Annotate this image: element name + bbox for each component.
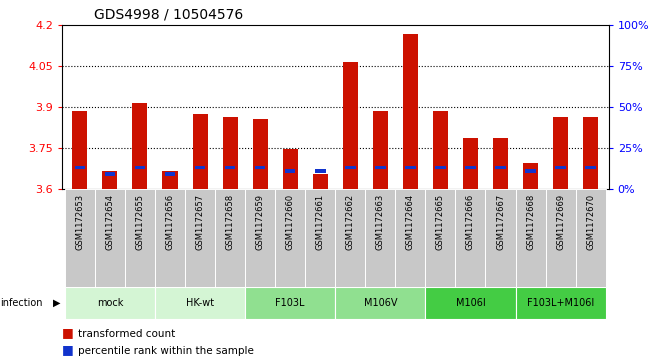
Bar [195,166,205,169]
Text: GSM1172659: GSM1172659 [256,194,265,250]
Text: GSM1172664: GSM1172664 [406,194,415,250]
FancyBboxPatch shape [245,189,275,287]
Bar [465,166,476,169]
Text: GSM1172660: GSM1172660 [286,194,295,250]
Bar [435,166,446,169]
FancyBboxPatch shape [65,189,95,287]
FancyBboxPatch shape [486,189,516,287]
Text: GSM1172655: GSM1172655 [135,194,145,250]
Text: GSM1172669: GSM1172669 [556,194,565,250]
Bar [283,149,298,189]
Bar [525,169,536,172]
Text: GSM1172657: GSM1172657 [195,194,204,250]
Text: ■: ■ [62,326,74,339]
Bar [72,111,87,189]
Bar [135,166,145,169]
Bar [315,169,326,172]
FancyBboxPatch shape [125,189,155,287]
Bar [75,166,85,169]
Text: infection: infection [0,298,42,308]
FancyBboxPatch shape [95,189,125,287]
FancyBboxPatch shape [155,189,185,287]
Bar [253,119,268,189]
Bar [343,62,358,189]
Bar [105,172,115,176]
Bar [583,117,598,189]
FancyBboxPatch shape [456,189,486,287]
FancyBboxPatch shape [575,189,605,287]
Bar [463,138,478,189]
Bar [373,111,388,189]
Bar [523,163,538,189]
FancyBboxPatch shape [546,189,575,287]
FancyBboxPatch shape [516,287,605,319]
Bar [585,166,596,169]
Bar [193,114,208,189]
Bar [433,111,448,189]
Text: GSM1172654: GSM1172654 [105,194,115,250]
Text: GSM1172666: GSM1172666 [466,194,475,250]
Bar [375,166,385,169]
FancyBboxPatch shape [245,287,335,319]
Bar [403,34,418,189]
Text: ▶: ▶ [53,298,61,308]
Text: HK-wt: HK-wt [186,298,214,308]
Text: GSM1172670: GSM1172670 [586,194,595,250]
Bar [553,117,568,189]
Text: F103L+M106I: F103L+M106I [527,298,594,308]
Bar [163,171,178,189]
Text: GSM1172653: GSM1172653 [76,194,85,250]
Bar [555,166,566,169]
FancyBboxPatch shape [425,189,456,287]
Text: GSM1172667: GSM1172667 [496,194,505,250]
Bar [225,166,236,169]
FancyBboxPatch shape [215,189,245,287]
Bar [165,172,175,176]
Text: ■: ■ [62,343,74,356]
Text: M106I: M106I [456,298,486,308]
Bar [285,169,296,172]
Bar [493,138,508,189]
Text: GDS4998 / 10504576: GDS4998 / 10504576 [94,8,243,22]
Text: mock: mock [97,298,123,308]
Bar [312,174,327,189]
FancyBboxPatch shape [65,287,155,319]
Text: GSM1172661: GSM1172661 [316,194,325,250]
Text: F103L: F103L [275,298,305,308]
Bar [132,103,148,189]
FancyBboxPatch shape [335,189,365,287]
Text: GSM1172658: GSM1172658 [226,194,234,250]
Bar [102,171,117,189]
Text: transformed count: transformed count [78,329,175,339]
FancyBboxPatch shape [395,189,425,287]
FancyBboxPatch shape [425,287,516,319]
Bar [495,166,506,169]
Bar [223,117,238,189]
Text: GSM1172662: GSM1172662 [346,194,355,250]
Bar [255,166,266,169]
FancyBboxPatch shape [185,189,215,287]
Text: GSM1172668: GSM1172668 [526,194,535,250]
Text: M106V: M106V [364,298,397,308]
Bar [405,166,415,169]
Text: GSM1172665: GSM1172665 [436,194,445,250]
FancyBboxPatch shape [335,287,425,319]
Bar [345,166,355,169]
FancyBboxPatch shape [516,189,546,287]
Text: GSM1172663: GSM1172663 [376,194,385,250]
FancyBboxPatch shape [305,189,335,287]
Text: GSM1172656: GSM1172656 [165,194,174,250]
FancyBboxPatch shape [275,189,305,287]
FancyBboxPatch shape [155,287,245,319]
FancyBboxPatch shape [365,189,395,287]
Text: percentile rank within the sample: percentile rank within the sample [78,346,254,356]
